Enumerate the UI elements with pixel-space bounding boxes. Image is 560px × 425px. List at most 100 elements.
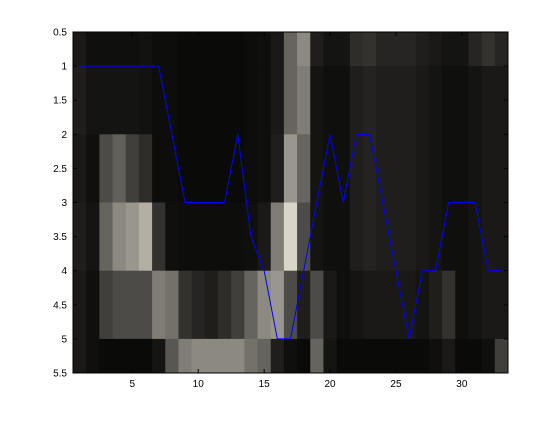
heatmap-cell <box>481 338 496 374</box>
heatmap-cell <box>481 32 496 67</box>
heatmap-cell <box>349 32 364 67</box>
heatmap-cell <box>442 270 456 340</box>
heatmap-cell <box>86 134 100 203</box>
heatmap-cell <box>138 134 153 203</box>
heatmap-cell <box>468 66 483 135</box>
heatmap-cell <box>442 134 456 203</box>
heatmap-cell <box>494 202 509 272</box>
heatmap-cell <box>257 270 272 340</box>
y-tick-label: 4.5 <box>53 300 67 311</box>
y-tick-label: 1 <box>61 62 67 73</box>
heatmap-cell <box>455 134 469 203</box>
heatmap-cell <box>112 202 127 272</box>
heatmap-cell <box>165 202 179 272</box>
heatmap-cell <box>455 270 469 340</box>
heatmap-cell <box>297 338 311 374</box>
y-tick-label: 2 <box>61 130 67 141</box>
heatmap-cell <box>218 66 232 135</box>
y-tick-label: 3.5 <box>53 232 67 243</box>
heatmap-cell <box>244 66 259 135</box>
heatmap-cell <box>112 134 127 203</box>
heatmap-cell <box>363 134 377 203</box>
heatmap-cell <box>376 134 390 203</box>
heatmap-cell <box>257 134 272 203</box>
heatmap-cell <box>336 338 351 374</box>
heatmap-cell <box>178 338 193 374</box>
heatmap-cell <box>323 66 338 135</box>
heatmap-cell <box>86 202 100 272</box>
heatmap-cell <box>310 338 324 374</box>
heatmap-cell <box>191 202 206 272</box>
heatmap-cell <box>86 32 100 67</box>
heatmap-cell <box>428 32 443 67</box>
heatmap-cell <box>376 32 390 67</box>
heatmap-cell <box>428 66 443 135</box>
heatmap-cell <box>86 270 100 340</box>
x-tick-label: 30 <box>456 379 468 390</box>
heatmap-cell <box>270 202 285 272</box>
heatmap-cell <box>218 134 232 203</box>
heatmap-cell <box>349 270 364 340</box>
heatmap-cell <box>73 338 87 374</box>
heatmap-cell <box>86 338 100 374</box>
y-tick-label: 4 <box>61 266 67 277</box>
heatmap-cell <box>428 338 443 374</box>
heatmap-cell <box>283 66 298 135</box>
heatmap-cell <box>323 338 338 374</box>
heatmap-cell <box>442 202 456 272</box>
heatmap-cell <box>231 32 245 67</box>
heatmap-cell <box>415 338 430 374</box>
heatmap-cell <box>349 338 364 374</box>
heatmap-cell <box>349 134 364 203</box>
ticks-layer: 5 10 15 20 25 30 0.5 1 1.5 2 2.5 3 3.5 4 4.5 5 5.5 <box>53 28 508 390</box>
heatmap-cell <box>270 32 285 67</box>
heatmap-cell <box>310 270 324 340</box>
heatmap-cell <box>138 338 153 374</box>
x-tick-label: 20 <box>324 379 336 390</box>
heatmap-cell <box>336 202 351 272</box>
heatmap-cell <box>125 202 140 272</box>
heatmap-layer <box>73 32 509 374</box>
heatmap-cell <box>99 32 114 67</box>
y-tick-label: 0.5 <box>53 28 67 39</box>
heatmap-cell <box>73 134 87 203</box>
heatmap-cell <box>178 270 193 340</box>
heatmap-cell <box>455 202 469 272</box>
heatmap-cell <box>178 66 193 135</box>
heatmap-cell <box>283 202 298 272</box>
heatmap-cell <box>218 270 232 340</box>
heatmap-cell <box>468 338 483 374</box>
y-tick-label: 5.5 <box>53 369 67 380</box>
heatmap-cell <box>455 66 469 135</box>
heatmap-cell <box>376 66 390 135</box>
heatmap-cell <box>455 32 469 67</box>
heatmap-cell <box>283 338 298 374</box>
heatmap-cell <box>125 32 140 67</box>
heatmap-cell <box>481 66 496 135</box>
heatmap-cell <box>428 202 443 272</box>
heatmap-cell <box>402 134 417 203</box>
heatmap-cell <box>231 202 245 272</box>
heatmap-cell <box>270 338 285 374</box>
heatmap-cell <box>191 338 206 374</box>
heatmap-cell <box>191 134 206 203</box>
heatmap-cell <box>389 66 404 135</box>
heatmap-cell <box>297 270 311 340</box>
heatmap-cell <box>455 338 469 374</box>
heatmap-cell <box>218 338 232 374</box>
heatmap-cell <box>270 270 285 340</box>
heatmap-cell <box>376 270 390 340</box>
x-tick-label: 25 <box>390 379 402 390</box>
heatmap-cell <box>481 270 496 340</box>
heatmap-cell <box>99 202 114 272</box>
heatmap-cell <box>494 66 509 135</box>
heatmap-cell <box>363 202 377 272</box>
heatmap-cell <box>99 66 114 135</box>
heatmap-cell <box>297 66 311 135</box>
heatmap-cell <box>231 66 245 135</box>
heatmap-cell <box>415 32 430 67</box>
heatmap-cell <box>125 66 140 135</box>
heatmap-cell <box>204 202 219 272</box>
heatmap-cell <box>257 338 272 374</box>
heatmap-cell <box>257 202 272 272</box>
